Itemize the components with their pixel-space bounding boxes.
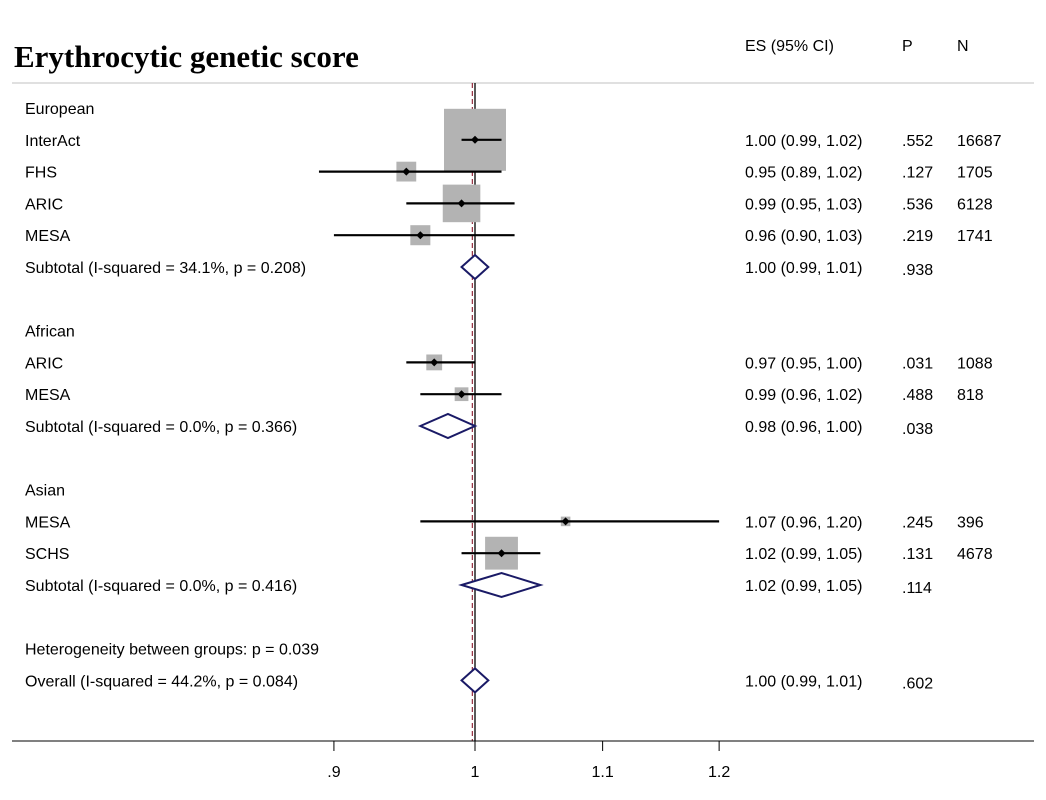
x-tick-label: 1.1 bbox=[591, 764, 613, 781]
point-estimate bbox=[430, 358, 439, 367]
study-label: FHS bbox=[25, 165, 57, 182]
overall-diamond bbox=[460, 667, 490, 694]
plot-marks: .9 1 1.1 1.2 European InterAct 1.00 (0.99, 1.0… bbox=[12, 83, 1034, 781]
p-value: .038 bbox=[902, 421, 933, 438]
point-estimate bbox=[416, 231, 425, 240]
subtotal-label: Subtotal (I-squared = 34.1%, p = 0.208) bbox=[25, 260, 306, 277]
subtotal-label: Subtotal (I-squared = 0.0%, p = 0.366) bbox=[25, 419, 297, 436]
x-tick-label: .9 bbox=[327, 764, 340, 781]
study-label: ARIC bbox=[25, 196, 63, 213]
p-value: .536 bbox=[902, 196, 933, 213]
p-value: .488 bbox=[902, 387, 933, 404]
chart-title: Erythrocytic genetic score bbox=[14, 39, 359, 74]
x-tick-label: 1 bbox=[471, 764, 480, 781]
point-estimate bbox=[497, 549, 506, 558]
p-column-header: P bbox=[902, 38, 913, 55]
overall-label: Overall (I-squared = 44.2%, p = 0.084) bbox=[25, 673, 298, 690]
group-header: Asian bbox=[25, 483, 65, 500]
study-label: MESA bbox=[25, 387, 71, 404]
n-value: 818 bbox=[957, 387, 984, 404]
p-value: .127 bbox=[902, 165, 933, 182]
group-header: European bbox=[25, 101, 94, 118]
subtotal-diamond bbox=[458, 571, 544, 599]
n-column-header: N bbox=[957, 38, 969, 55]
p-value: .219 bbox=[902, 228, 933, 245]
point-estimate bbox=[457, 199, 466, 208]
point-estimate bbox=[457, 390, 466, 399]
es-value: 0.99 (0.95, 1.03) bbox=[745, 196, 862, 213]
heterogeneity-note: Heterogeneity between groups: p = 0.039 bbox=[25, 642, 319, 659]
es-value: 1.00 (0.99, 1.01) bbox=[745, 260, 862, 277]
n-value: 16687 bbox=[957, 133, 1002, 150]
p-value: .114 bbox=[902, 580, 932, 597]
es-value: 1.00 (0.99, 1.01) bbox=[745, 673, 862, 690]
es-value: 1.02 (0.99, 1.05) bbox=[745, 546, 862, 563]
es-value: 0.96 (0.90, 1.03) bbox=[745, 228, 862, 245]
point-estimate bbox=[402, 167, 411, 176]
p-value: .245 bbox=[902, 514, 933, 531]
es-value: 0.99 (0.96, 1.02) bbox=[745, 387, 862, 404]
p-value: .938 bbox=[902, 262, 933, 279]
study-label: InterAct bbox=[25, 133, 81, 150]
es-value: 1.07 (0.96, 1.20) bbox=[745, 514, 862, 531]
es-value: 0.95 (0.89, 1.02) bbox=[745, 165, 862, 182]
subtotal-diamond bbox=[417, 412, 478, 440]
study-label: SCHS bbox=[25, 546, 69, 563]
n-value: 396 bbox=[957, 514, 984, 531]
n-value: 4678 bbox=[957, 546, 993, 563]
study-label: ARIC bbox=[25, 355, 63, 372]
point-estimate bbox=[561, 517, 570, 526]
es-column-header: ES (95% CI) bbox=[745, 38, 834, 55]
n-value: 6128 bbox=[957, 196, 993, 213]
n-value: 1088 bbox=[957, 355, 993, 372]
es-value: 1.02 (0.99, 1.05) bbox=[745, 578, 862, 595]
study-label: MESA bbox=[25, 228, 71, 245]
p-value: .552 bbox=[902, 133, 933, 150]
es-value: 0.98 (0.96, 1.00) bbox=[745, 419, 862, 436]
es-value: 1.00 (0.99, 1.02) bbox=[745, 133, 862, 150]
x-tick-label: 1.2 bbox=[708, 764, 730, 781]
study-label: MESA bbox=[25, 514, 71, 531]
n-value: 1705 bbox=[957, 165, 993, 182]
subtotal-label: Subtotal (I-squared = 0.0%, p = 0.416) bbox=[25, 578, 297, 595]
group-header: African bbox=[25, 324, 75, 341]
n-value: 1741 bbox=[957, 228, 993, 245]
p-value: .131 bbox=[902, 546, 933, 563]
p-value: .602 bbox=[902, 675, 933, 692]
subtotal-diamond bbox=[460, 253, 490, 281]
p-value: .031 bbox=[902, 355, 933, 372]
es-value: 0.97 (0.95, 1.00) bbox=[745, 355, 862, 372]
point-estimate bbox=[471, 135, 479, 144]
